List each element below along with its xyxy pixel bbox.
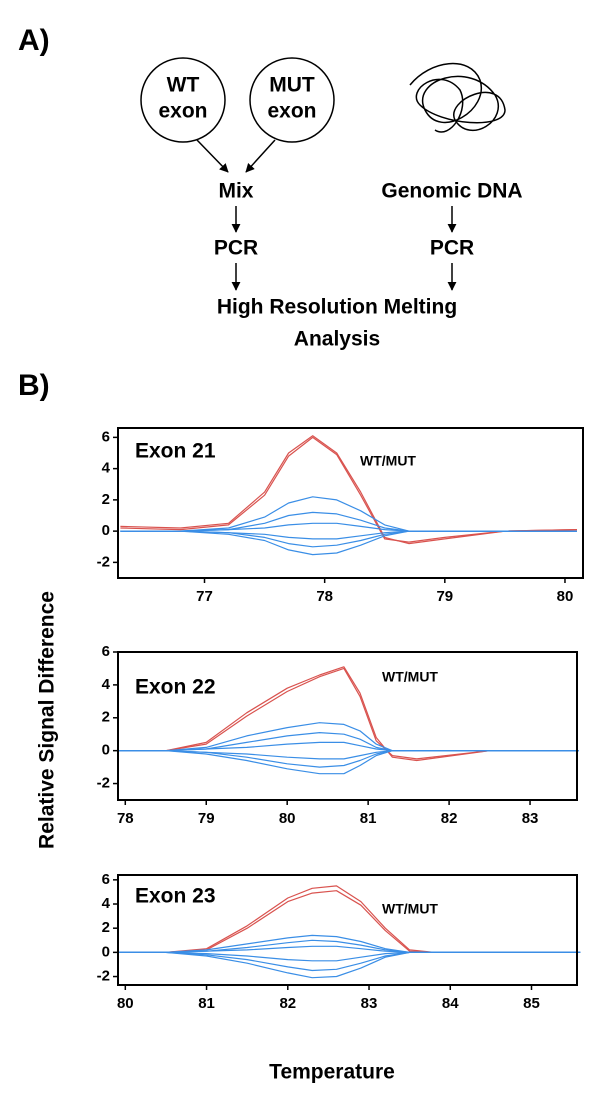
y-tick-label: 2: [102, 919, 110, 936]
arrows: [196, 139, 457, 291]
melt-curve: [117, 750, 579, 768]
x-tick-label: 80: [279, 810, 296, 827]
panel-label: A): [18, 24, 50, 57]
y-tick-label: -2: [97, 968, 110, 985]
node-text: WT: [167, 74, 200, 97]
x-tick-label: 80: [117, 995, 134, 1012]
x-tick-label: 79: [198, 810, 215, 827]
x-tick-label: 83: [522, 810, 539, 827]
annotation: WT/MUT: [382, 669, 438, 685]
plot-frame: [117, 427, 584, 579]
melt-curve: [120, 496, 577, 532]
y-tick-label: -2: [97, 553, 110, 570]
melt-curve: [117, 951, 581, 972]
y-tick-label: 6: [102, 643, 110, 660]
melt-curve: [117, 945, 581, 953]
melt-curve: [120, 530, 577, 540]
x-tick-label: 78: [316, 588, 333, 605]
x-tick-label: 84: [442, 995, 459, 1012]
annotation: WT/MUT: [360, 453, 416, 469]
x-tick-label: 81: [360, 810, 377, 827]
melt-curve: [117, 667, 579, 760]
melt-curve: [117, 666, 579, 762]
melt-curve: [120, 530, 577, 556]
y-tick-label: 4: [102, 895, 111, 912]
y-tick-label: 6: [102, 428, 110, 445]
node-text: PCR: [214, 237, 258, 260]
melt-curve: [120, 435, 578, 545]
y-tick-label: 2: [102, 709, 110, 726]
x-axis-label: Temperature: [269, 1061, 395, 1084]
y-tick-label: -2: [97, 775, 110, 792]
melt-curve: [117, 732, 579, 752]
y-tick-label: 0: [102, 742, 110, 759]
annotation: WT/MUT: [382, 901, 438, 917]
node-text: PCR: [430, 237, 474, 260]
melt-curve: [117, 750, 579, 775]
x-tick-label: 82: [441, 810, 458, 827]
x-tick-label: 81: [198, 995, 215, 1012]
panel-label: B): [18, 369, 50, 402]
node-text: exon: [267, 100, 316, 123]
y-tick-label: 0: [102, 522, 110, 539]
y-tick-label: 4: [102, 460, 111, 477]
mut-circle: [249, 57, 335, 143]
node-text: High Resolution Melting: [217, 296, 457, 319]
node-text: Genomic DNA: [381, 180, 522, 203]
chart-title: Exon 22: [135, 676, 216, 699]
genomic-dna-icon: [409, 63, 506, 133]
melt-curve: [117, 951, 581, 979]
y-tick-label: 6: [102, 871, 110, 888]
y-tick-label: 0: [102, 943, 110, 960]
melt-curve: [120, 530, 577, 548]
plot-frame: [117, 651, 578, 801]
x-tick-label: 80: [557, 588, 574, 605]
plot-frame: [117, 874, 578, 986]
x-tick-label: 85: [523, 995, 540, 1012]
x-tick-label: 78: [117, 810, 134, 827]
wt-circle: [140, 57, 226, 143]
y-tick-label: 4: [102, 676, 111, 693]
x-tick-label: 83: [361, 995, 378, 1012]
x-tick-label: 79: [436, 588, 453, 605]
y-tick-label: 2: [102, 491, 110, 508]
node-text: Analysis: [294, 328, 380, 351]
melt-curve: [120, 436, 578, 543]
node-text: exon: [158, 100, 207, 123]
x-tick-label: 82: [279, 995, 296, 1012]
chart-title: Exon 23: [135, 885, 216, 908]
y-axis-label: Relative Signal Difference: [36, 591, 59, 849]
node-text: MUT: [269, 74, 315, 97]
x-tick-label: 77: [196, 588, 213, 605]
node-text: Mix: [218, 180, 253, 203]
chart-title: Exon 21: [135, 440, 216, 463]
